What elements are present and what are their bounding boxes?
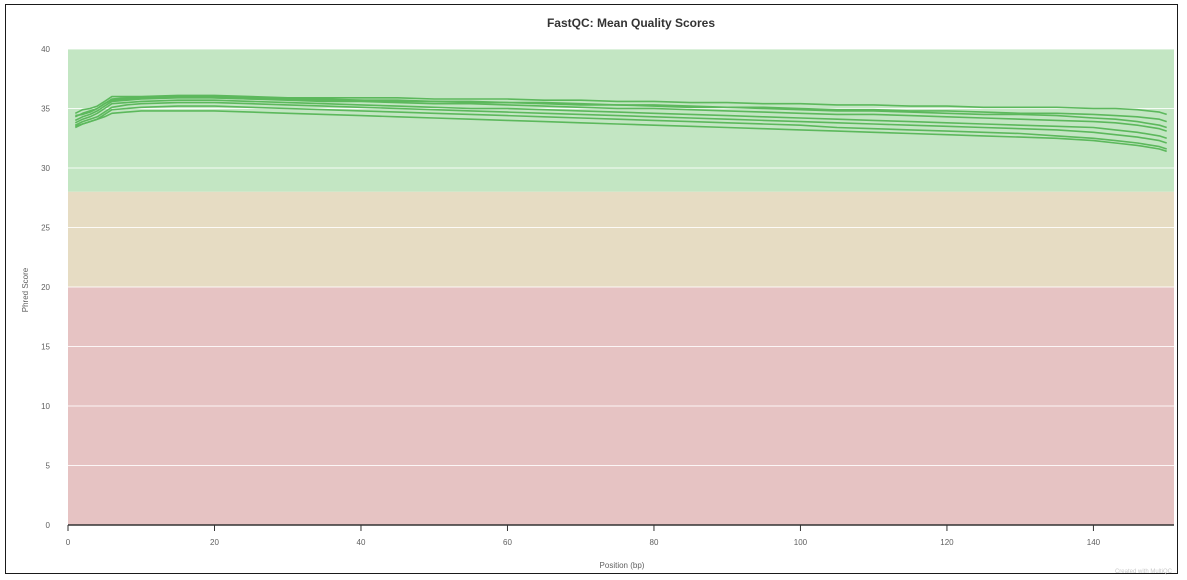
x-tick-label-100: 100 [794, 538, 808, 547]
x-tick-label-80: 80 [650, 538, 659, 547]
y-tick-label-20: 20 [41, 283, 50, 292]
y-axis-title: Phred Score [21, 267, 30, 312]
y-tick-label-35: 35 [41, 105, 50, 114]
y-tick-label-15: 15 [41, 343, 50, 352]
y-tick-label-25: 25 [41, 224, 50, 233]
y-tick-label-10: 10 [41, 402, 50, 411]
x-tick-label-20: 20 [210, 538, 219, 547]
series-line-0 [74, 94, 1167, 116]
x-axis: 0 20 40 60 80 100 120 140 [66, 524, 1174, 547]
quality-scores-chart: FastQC: Mean Quality Scores 0 20 40 60 80 100… [21, 16, 1174, 575]
quality-band-0 [68, 49, 1174, 192]
chart-title: FastQC: Mean Quality Scores [547, 16, 715, 30]
x-tick-label-60: 60 [503, 538, 512, 547]
y-tick-label-5: 5 [46, 462, 51, 471]
y-tick-label-30: 30 [41, 164, 50, 173]
series-line-6 [75, 110, 1167, 153]
y-axis: 0 5 10 15 20 25 30 35 40 [41, 45, 50, 530]
x-tick-label-40: 40 [357, 538, 366, 547]
series-lines [74, 94, 1167, 153]
credit-text: Created with MultiQC [1115, 569, 1173, 575]
x-tick-label-120: 120 [940, 538, 954, 547]
series-line-1 [74, 95, 1167, 123]
x-axis-title: Position (bp) [600, 561, 645, 570]
chart-frame: FastQC: Mean Quality Scores 0 20 40 60 80 100… [5, 4, 1178, 575]
x-tick-label-0: 0 [66, 538, 71, 547]
series-line-4 [74, 101, 1167, 144]
grid-lines [68, 48, 1174, 466]
series-line-5 [74, 105, 1167, 150]
series-line-7 [75, 95, 1167, 129]
quality-band-1 [68, 191, 1174, 287]
y-tick-label-40: 40 [41, 45, 50, 54]
x-tick-label-140: 140 [1087, 538, 1101, 547]
y-tick-label-0: 0 [46, 521, 51, 530]
series-line-2 [74, 97, 1167, 132]
series-line-3 [74, 99, 1167, 140]
